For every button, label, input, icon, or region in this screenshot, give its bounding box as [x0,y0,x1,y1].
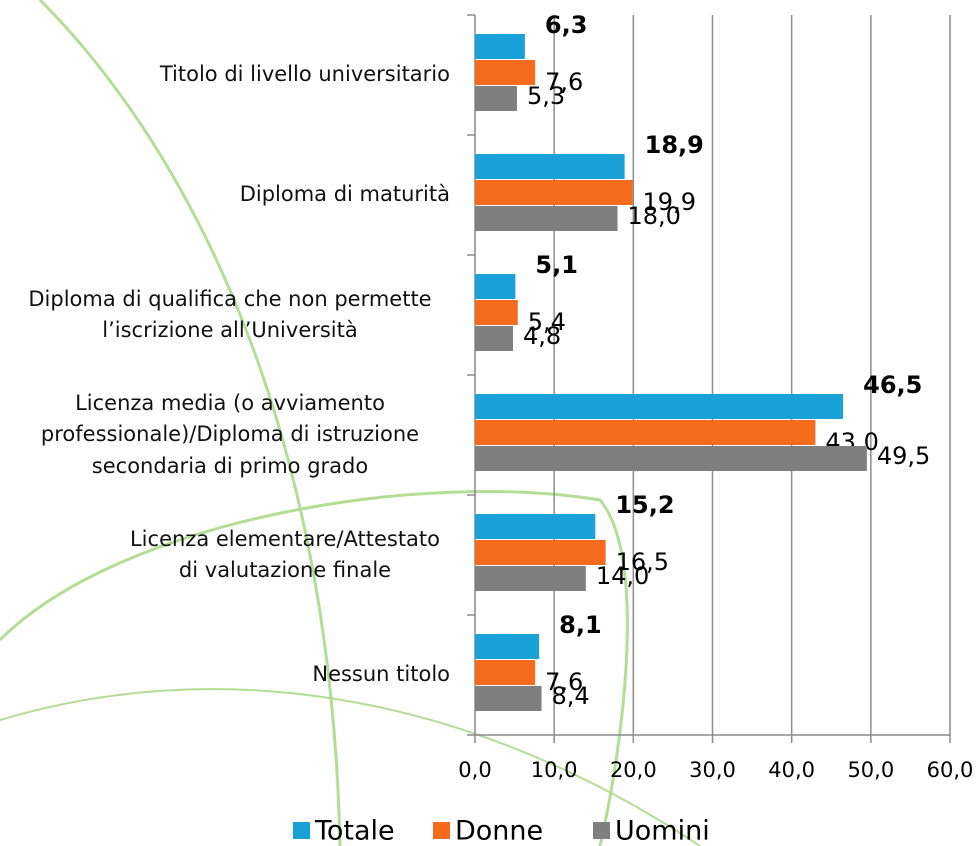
category-label: Diploma di maturità [10,135,450,255]
category-text: Diploma di maturità [239,182,450,207]
category-text: Nessun titolo [312,662,450,687]
legend-label: Totale [314,816,395,846]
category-label: Nessun titolo [10,615,450,735]
bar [475,514,596,539]
legend-swatch [293,822,310,839]
bar [475,420,816,445]
data-label: 19,9 [643,188,696,216]
bar [475,660,536,685]
bar [475,326,513,351]
bar [475,154,625,179]
x-tick-label: 10,0 [531,758,578,782]
bar [475,86,517,111]
legend-label: Uomini [615,816,710,846]
bar [475,686,542,711]
data-label: 4,8 [523,322,561,350]
x-tick-label: 40,0 [768,758,815,782]
bar [475,394,844,419]
x-tick-label: 60,0 [927,758,974,782]
bar [475,566,586,591]
bar [475,60,536,85]
data-label: 49,5 [877,442,930,470]
category-label: Diploma di qualifica che non permette l’… [10,255,450,375]
data-label: 16,5 [616,548,669,576]
legend-swatch [433,822,450,839]
data-label: 6,3 [545,11,588,39]
data-label: 8,1 [559,611,602,639]
data-label: 8,4 [552,682,590,710]
category-text: Titolo di livello universitario [159,62,450,87]
data-label: 5,4 [528,308,566,336]
data-label: 7,6 [545,68,583,96]
x-tick-label: 20,0 [610,758,657,782]
data-label: 18,9 [645,131,704,159]
bar [475,300,518,325]
x-tick-label: 0,0 [458,758,491,782]
bar [475,180,633,205]
data-label: 15,2 [615,491,674,519]
x-tick-label: 30,0 [689,758,736,782]
data-label: 7,6 [545,668,583,696]
bar [475,206,618,231]
category-text: Licenza media (o avviamento professional… [40,390,420,478]
legend-label: Donne [455,816,543,846]
category-label: Licenza media (o avviamento professional… [10,375,450,495]
category-text: Licenza elementare/Attestato di valutazi… [129,526,441,583]
background-decoration [0,0,701,846]
data-label: 5,1 [535,251,578,279]
legend-swatch [593,822,610,839]
data-label: 46,5 [863,371,922,399]
bar [475,34,525,59]
category-text: Diploma di qualifica che non permette l’… [28,286,432,343]
x-tick-label: 50,0 [847,758,894,782]
bar [475,446,867,471]
category-label: Titolo di livello universitario [10,15,450,135]
bar [475,540,606,565]
category-label: Licenza elementare/Attestato di valutazi… [10,495,450,615]
bar [475,634,540,659]
data-label: 14,0 [596,562,649,590]
data-label: 5,3 [527,82,565,110]
data-label: 18,0 [628,202,681,230]
bar [475,274,516,299]
